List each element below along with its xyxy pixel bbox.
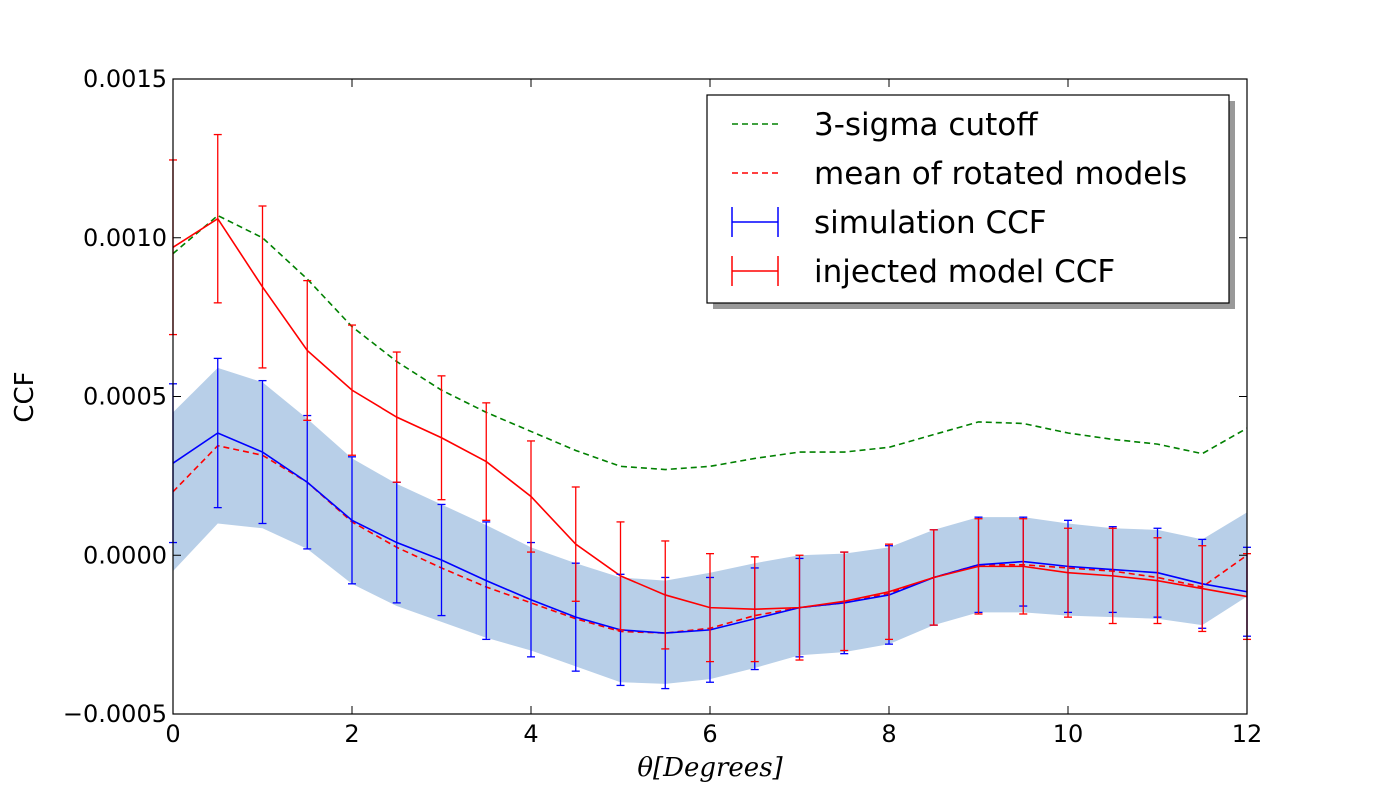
y-tick-label: −0.0005 (63, 700, 167, 728)
errorbar-injected-model-ccf-7 (482, 402, 491, 521)
y-tick-label: 0.0010 (83, 224, 167, 252)
y-tick-label: 0.0015 (83, 65, 167, 93)
legend-key-injected-ccf (731, 256, 779, 286)
errorbar-injected-model-ccf-2 (258, 205, 267, 369)
errorbar-injected-model-ccf-19 (1019, 518, 1028, 615)
legend-key-simulation-ccf (731, 207, 779, 237)
errorbar-injected-model-ccf-23 (1198, 545, 1207, 633)
errorbar-injected-model-ccf-9 (571, 486, 580, 602)
errorbar-injected-model-ccf-11 (661, 540, 670, 650)
y-tick-label: 0.0005 (83, 383, 167, 411)
errorbar-injected-model-ccf-13 (750, 556, 759, 663)
legend-label-simulation-ccf: simulation CCF (814, 205, 1047, 241)
errorbar-injected-model-ccf-10 (616, 521, 625, 631)
errorbar-injected-model-ccf-5 (392, 351, 401, 483)
errorbar-simulation-ccf-6 (437, 503, 446, 617)
errorbar-injected-model-ccf-12 (706, 553, 714, 663)
errorbar-injected-model-ccf-17 (929, 529, 938, 626)
legend-label-3-sigma-cutoff: 3-sigma cutoff (814, 107, 1038, 143)
errorbar-simulation-ccf-1 (213, 357, 222, 509)
errorbar-injected-model-ccf-15 (840, 551, 849, 652)
errorbar-simulation-ccf-7 (482, 521, 491, 641)
errorbar-injected-model-ccf-20 (1064, 527, 1072, 618)
errorbar-simulation-ccf-2 (258, 379, 267, 525)
errorbar-simulation-ccf-4 (348, 456, 356, 585)
x-axis-label: θ[Degrees] (637, 753, 783, 783)
legend-label-injected-ccf: injected model CCF (814, 254, 1115, 290)
errorbar-injected-model-ccf-3 (303, 279, 312, 421)
tick-layer: 0 2 4 6 8 10 12 −0.0005 0.0000 0.0005 0.0010 0.0015 (63, 65, 1262, 748)
x-tick-label: 6 (702, 720, 717, 748)
errorbar-injected-model-ccf-16 (885, 543, 893, 641)
x-tick-label: 4 (523, 720, 538, 748)
x-tick-label: 12 (1232, 720, 1263, 748)
y-tick-label: 0.0000 (83, 541, 167, 569)
y-axis-label: CCF (10, 371, 40, 422)
errorbar-injected-model-ccf-18 (974, 518, 983, 615)
errorbar-injected-model-ccf-21 (1108, 527, 1117, 625)
errorbar-layer (169, 133, 1251, 690)
x-tick-label: 2 (344, 720, 359, 748)
errorbar-injected-model-ccf-14 (795, 554, 804, 661)
x-tick-label: 0 (165, 720, 180, 748)
legend-box (706, 94, 1230, 304)
errorbar-injected-model-ccf-22 (1153, 537, 1162, 625)
legend-label-mean-rotated: mean of rotated models (814, 156, 1187, 192)
errorbar-injected-model-ccf-1 (213, 133, 222, 304)
x-tick-label: 8 (881, 720, 896, 748)
x-tick-label: 10 (1053, 720, 1084, 748)
errorbar-injected-model-ccf-8 (527, 440, 535, 553)
legend: 3-sigma cutoff mean of rotated models si… (706, 94, 1235, 309)
errorbar-injected-model-ccf-6 (437, 375, 446, 501)
errorbar-injected-model-ccf-4 (348, 324, 356, 456)
